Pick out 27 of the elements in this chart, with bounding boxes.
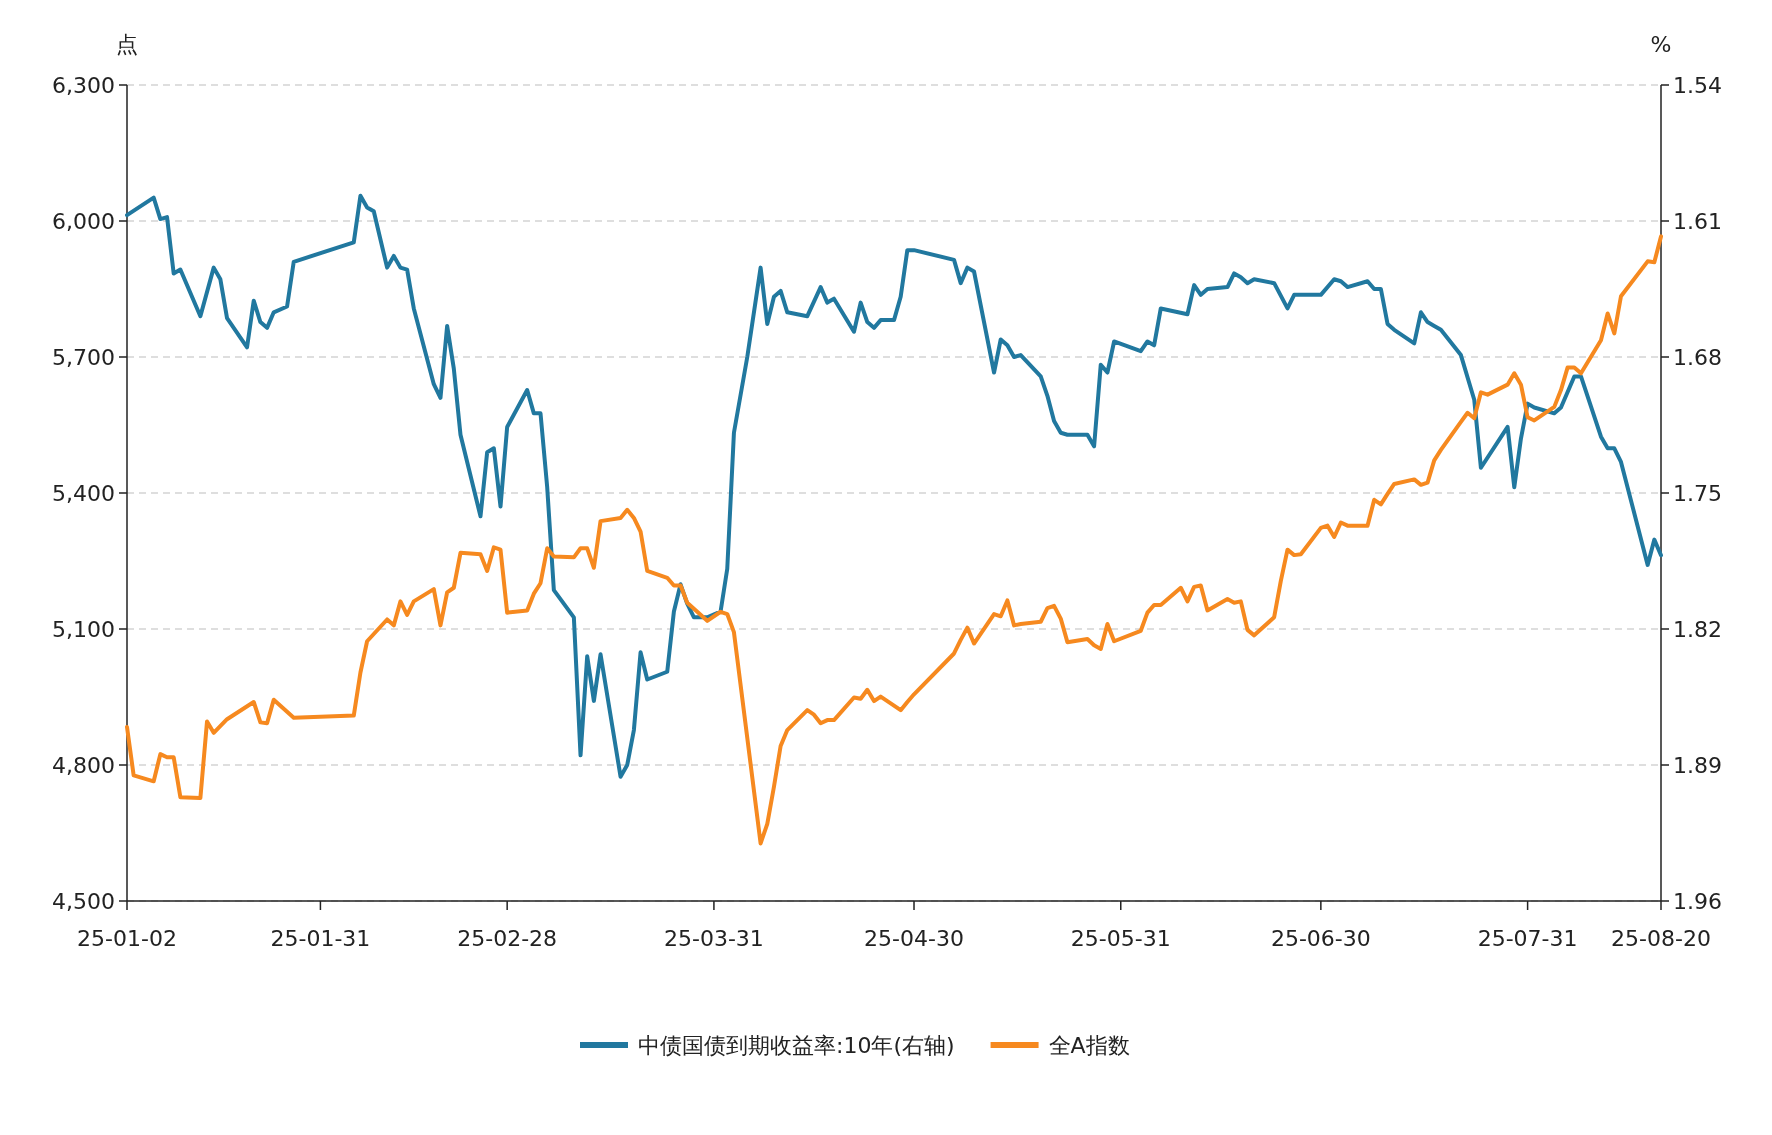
- y-tick-label: 5,400: [52, 481, 115, 506]
- y-tick-label: 4,500: [52, 889, 115, 914]
- y2-tick-label: 1.89: [1673, 753, 1722, 778]
- y2-tick-label: 1.82: [1673, 617, 1722, 642]
- y-tick-label: 6,300: [52, 73, 115, 98]
- x-tick-label: 25-07-31: [1477, 926, 1578, 951]
- x-tick-label: 25-08-20: [1611, 926, 1711, 951]
- x-tick-label: 25-02-28: [457, 926, 558, 951]
- legend-label: 全A指数: [1048, 1033, 1130, 1058]
- legend-label: 中债国债到期收益率:10年(右轴): [638, 1033, 955, 1058]
- y-tick-label: 4,800: [52, 753, 115, 778]
- y2-tick-label: 1.68: [1673, 345, 1722, 370]
- y2-tick-label: 1.61: [1673, 209, 1722, 234]
- y-tick-label: 5,100: [52, 617, 115, 642]
- y2-axis-title: %: [1650, 32, 1672, 57]
- y-axis-title: 点: [116, 32, 138, 57]
- x-tick-label: 25-03-31: [663, 926, 764, 951]
- y-tick-label: 5,700: [52, 345, 115, 370]
- x-tick-label: 25-05-31: [1070, 926, 1171, 951]
- x-tick-label: 25-01-31: [270, 926, 371, 951]
- x-tick-label: 25-01-02: [77, 926, 177, 951]
- y-tick-label: 6,000: [52, 209, 115, 234]
- y2-tick-label: 1.75: [1673, 481, 1722, 506]
- x-tick-label: 25-06-30: [1270, 926, 1371, 951]
- y2-tick-label: 1.54: [1673, 73, 1722, 98]
- y2-tick-label: 1.96: [1673, 889, 1722, 914]
- x-tick-label: 25-04-30: [864, 926, 964, 951]
